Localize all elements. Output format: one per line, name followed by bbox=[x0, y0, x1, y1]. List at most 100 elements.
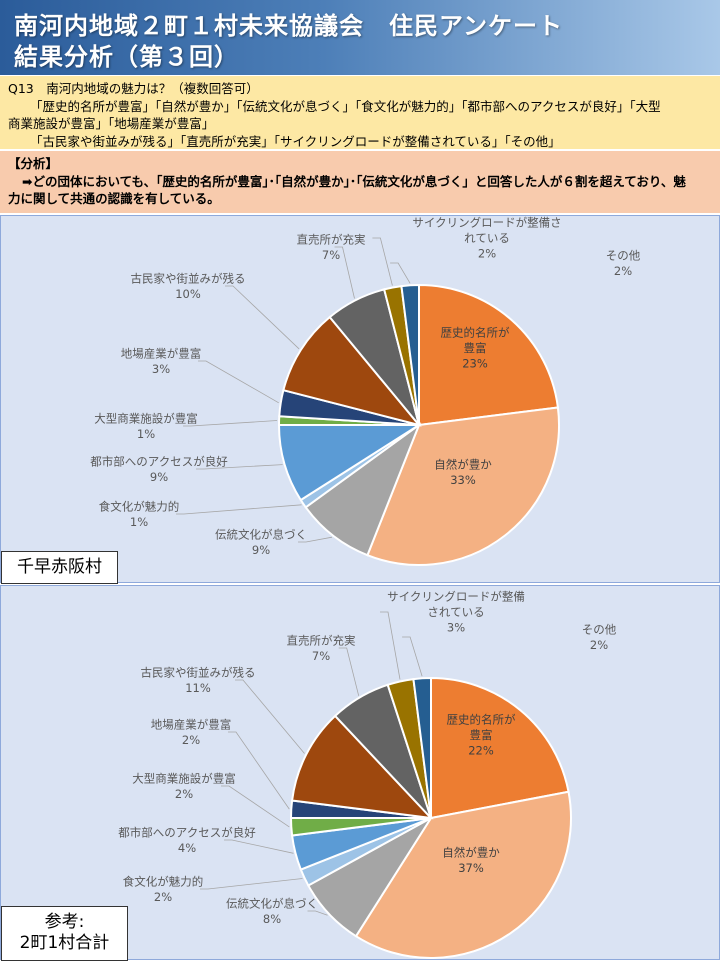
pie-label-local-industry: 地場産業が豊富 2% bbox=[151, 717, 232, 747]
question-box: Q13 南河内地域の魅力は？（複数回答可） 「歴史的名所が豊富」「自然が豊か」「… bbox=[0, 76, 720, 149]
leader-line-food bbox=[200, 878, 303, 890]
title-bar: 南河内地域２町１村未来協議会 住民アンケート 結果分析（第３回） bbox=[0, 0, 720, 75]
pie-label-access-text: 都市部へのアクセスが良好 bbox=[118, 825, 256, 839]
pie-labels: 歴史的名所が豊富 23% 自然が豊か 33% 伝統文化が息づく 9% 食文化が魅力的 1% 都市… bbox=[90, 216, 640, 557]
leader-line-other bbox=[390, 262, 411, 284]
panel-label-total-line-1: 参考: bbox=[44, 912, 85, 932]
pie-slice-old-houses bbox=[290, 714, 434, 820]
pie-label-other-text: その他 bbox=[606, 248, 641, 262]
question-options-line-2: 商業施設が豊富」「地場産業が豊富」 bbox=[8, 116, 215, 131]
pie-value-other: 2% bbox=[590, 638, 608, 652]
pie-label-historic-text: 豊富 bbox=[464, 341, 487, 355]
pie-label-other: その他 2% bbox=[582, 622, 617, 652]
pie-label-historic: 歴史的名所が豊富 23% bbox=[441, 326, 510, 371]
page-subtitle: 結果分析（第３回） bbox=[14, 43, 239, 71]
pie-value-farm-stand: 7% bbox=[322, 248, 340, 262]
leader-line-local-industry bbox=[198, 360, 279, 404]
pie-label-tradition-text: 伝統文化が息づく bbox=[226, 896, 318, 910]
pie-label-old-houses: 古民家や街並みが残る 11% bbox=[141, 665, 256, 695]
pie-label-farm-stand-text: 直売所が充実 bbox=[287, 633, 356, 647]
pie-slice-other bbox=[400, 283, 420, 426]
pie-value-access: 4% bbox=[178, 841, 196, 855]
pie-slices bbox=[277, 283, 560, 566]
leader-line-access bbox=[196, 464, 283, 470]
pie-label-mall-text: 大型商業施設が豊富 bbox=[94, 411, 198, 425]
pie-slice-other bbox=[412, 676, 432, 819]
leader-line-old-houses bbox=[235, 679, 305, 754]
pie-label-nature-text: 自然が豊か bbox=[442, 845, 500, 859]
pie-value-cycling: 3% bbox=[447, 621, 465, 635]
pie-value-historic: 22% bbox=[468, 744, 494, 758]
analysis-text-line-1: ➡どの団体においても、｢歴史的名所が豊富｣･｢自然が豊か｣･｢伝統文化が息づく」… bbox=[22, 173, 686, 189]
pie-label-other: その他 2% bbox=[606, 248, 641, 277]
pie-value-historic: 23% bbox=[462, 357, 488, 371]
pie-value-old-houses: 10% bbox=[175, 287, 201, 301]
pie-label-tradition: 伝統文化が息づく 9% bbox=[215, 527, 307, 557]
pie-label-tradition-text: 伝統文化が息づく bbox=[215, 527, 307, 541]
pie-label-mall: 大型商業施設が豊富 2% bbox=[132, 771, 236, 801]
pie-value-access: 9% bbox=[150, 470, 168, 484]
pie-chart-total: 歴史的名所が豊富 22% 自然が豊か 37% 伝統文化が息づく 8% 食文化が魅力的 2% 都市… bbox=[118, 590, 617, 959]
pie-value-cycling: 2% bbox=[478, 247, 496, 261]
pie-label-nature: 自然が豊か 37% bbox=[442, 845, 500, 875]
leader-line-tradition bbox=[298, 536, 333, 543]
leader-line-mall bbox=[221, 785, 290, 828]
pie-label-old-houses-text: 古民家や街並みが残る bbox=[141, 665, 256, 679]
pie-slice-access bbox=[277, 424, 423, 502]
pie-label-historic-text: 豊富 bbox=[470, 728, 493, 742]
pie-label-local-industry-text: 地場産業が豊富 bbox=[151, 717, 232, 731]
pie-label-farm-stand-text: 直売所が充実 bbox=[297, 232, 366, 246]
pie-label-local-industry: 地場産業が豊富 3% bbox=[121, 346, 202, 376]
pie-label-historic: 歴史的名所が豊富 22% bbox=[447, 713, 516, 758]
question-options-line-1: 「歴史的名所が豊富」「自然が豊か」「伝統文化が息づく」「食文化が魅力的」「都市部… bbox=[30, 98, 661, 114]
leader-line-tradition bbox=[307, 910, 328, 916]
pie-value-local-industry: 3% bbox=[152, 362, 170, 376]
pie-label-access: 都市部へのアクセスが良好 9% bbox=[90, 454, 228, 484]
pie-chart-chihayaakasaka: 歴史的名所が豊富 23% 自然が豊か 33% 伝統文化が息づく 9% 食文化が魅力的 1% 都市… bbox=[90, 216, 641, 566]
pie-label-historic-text: 歴史的名所が bbox=[447, 713, 516, 727]
pie-value-local-industry: 2% bbox=[182, 733, 200, 747]
pie-label-food: 食文化が魅力的 2% bbox=[123, 874, 204, 904]
pie-label-cycling-text: サイクリングロードが整備さ bbox=[412, 216, 561, 230]
leader-line-farm-stand bbox=[338, 647, 360, 696]
pie-value-mall: 2% bbox=[175, 787, 193, 801]
pie-slice-historic bbox=[418, 283, 560, 427]
pie-label-cycling: サイクリングロードが整備されている 3% bbox=[387, 590, 525, 635]
pie-label-local-industry-text: 地場産業が豊富 bbox=[121, 346, 202, 360]
pie-label-food-text: 食文化が魅力的 bbox=[99, 499, 180, 513]
pie-value-tradition: 8% bbox=[263, 912, 281, 926]
pie-label-farm-stand: 直売所が充実 7% bbox=[287, 633, 356, 663]
pie-label-access: 都市部へのアクセスが良好 4% bbox=[118, 825, 256, 855]
question-title: Q13 南河内地域の魅力は？（複数回答可） bbox=[8, 81, 259, 96]
pie-label-nature-text: 自然が豊か bbox=[434, 457, 492, 471]
pie-labels: 歴史的名所が豊富 22% 自然が豊か 37% 伝統文化が息づく 8% 食文化が魅力的 2% 都市… bbox=[118, 590, 616, 926]
pie-slices bbox=[289, 676, 572, 959]
pie-label-cycling: サイクリングロードが整備されている 2% bbox=[412, 216, 561, 261]
leader-line-old-houses bbox=[225, 285, 300, 350]
pie-value-mall: 1% bbox=[137, 427, 155, 441]
pie-label-old-houses: 古民家や街並みが残る 10% bbox=[131, 271, 246, 301]
pie-label-mall-text: 大型商業施設が豊富 bbox=[132, 771, 236, 785]
pie-slice-nature bbox=[354, 790, 572, 959]
pie-label-farm-stand: 直売所が充実 7% bbox=[297, 232, 366, 261]
pie-slice-old-houses bbox=[282, 315, 422, 427]
pie-label-cycling-text: されている bbox=[427, 605, 484, 619]
pie-label-historic-text: 歴史的名所が bbox=[441, 326, 510, 340]
pie-value-old-houses: 11% bbox=[185, 681, 211, 695]
analysis-box: 【分析】 ➡どの団体においても、｢歴史的名所が豊富｣･｢自然が豊か｣･｢伝統文化… bbox=[0, 151, 720, 213]
pie-value-nature: 33% bbox=[450, 473, 476, 487]
leader-line-other bbox=[402, 636, 423, 677]
pie-label-access-text: 都市部へのアクセスが良好 bbox=[90, 454, 228, 468]
panel-label-chihayaakasaka: 千早赤阪村 bbox=[1, 551, 118, 584]
pie-label-old-houses-text: 古民家や街並みが残る bbox=[131, 271, 246, 285]
leader-line-local-industry bbox=[228, 731, 290, 810]
pie-value-nature: 37% bbox=[458, 861, 484, 875]
pie-value-food: 2% bbox=[154, 890, 172, 904]
question-options-line-3: 「古民家や街並みが残る」「直売所が充実」「サイクリングロードが整備されている」「… bbox=[30, 133, 561, 149]
panel-label-total-line-2: 2町1村合計 bbox=[19, 933, 110, 953]
leader-line-food bbox=[176, 504, 302, 515]
pie-value-tradition: 9% bbox=[252, 543, 270, 557]
pie-label-other-text: その他 bbox=[582, 622, 617, 636]
pie-value-other: 2% bbox=[614, 264, 632, 278]
pie-slice-nature bbox=[366, 406, 560, 566]
